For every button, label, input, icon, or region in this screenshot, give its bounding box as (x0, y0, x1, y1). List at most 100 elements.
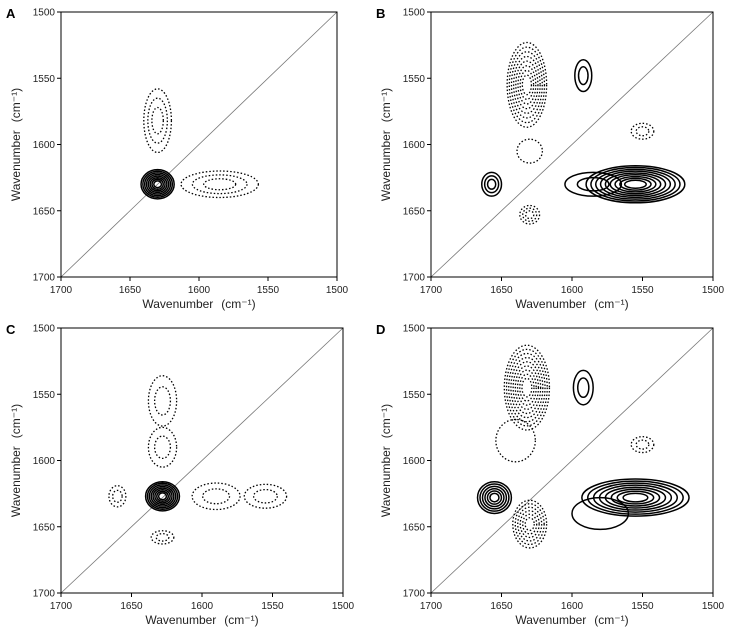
contour-level (147, 97, 169, 144)
x-tick-label: 1650 (490, 285, 513, 296)
contour-level (481, 485, 508, 510)
contour-level (476, 480, 513, 515)
contour-level (517, 65, 537, 105)
contour-level (143, 172, 172, 197)
contour-level (486, 178, 497, 190)
positive-peak (564, 171, 623, 197)
positive-peak (144, 480, 181, 512)
contour-level (610, 488, 661, 507)
contour-level (112, 489, 123, 503)
negative-peak (630, 435, 655, 454)
x-axis-title: Wavenumber (cm⁻¹) (515, 297, 628, 311)
diagonal-line (60, 327, 344, 594)
contour-level (484, 487, 505, 508)
x-tick-label: 1550 (261, 601, 284, 612)
contour-level (587, 480, 684, 515)
panel-letter: A (6, 6, 16, 21)
contour-level (623, 179, 647, 190)
contour-level (483, 175, 500, 194)
y-tick-label: 1650 (403, 206, 426, 217)
contour-level (510, 357, 544, 419)
negative-peak (630, 122, 655, 140)
contour-level (630, 122, 655, 140)
diagonal-line (430, 327, 714, 594)
contour-level (577, 377, 590, 399)
negative-peak (108, 485, 127, 508)
y-tick-label: 1600 (403, 456, 426, 467)
contour-level (577, 65, 589, 86)
contour-level (508, 46, 546, 124)
x-tick-label: 1650 (120, 601, 143, 612)
contour-level (154, 488, 171, 504)
contour-level (524, 210, 535, 220)
contour-level (144, 480, 181, 512)
y-axis-title: Wavenumber (cm⁻¹) (379, 88, 393, 201)
contour-level (574, 58, 593, 93)
contour-level (604, 172, 667, 197)
contour-level (609, 174, 662, 195)
contour-level (147, 175, 168, 194)
contour-level (564, 171, 623, 197)
y-tick-label: 1550 (403, 74, 426, 85)
x-tick-label: 1550 (257, 285, 280, 296)
positive-peak (476, 480, 513, 515)
contour-level (513, 55, 541, 114)
contour-level (516, 138, 544, 164)
contour-level (152, 487, 173, 506)
y-tick-label: 1500 (33, 324, 56, 335)
contour-level (151, 106, 164, 135)
contour-level (203, 178, 237, 191)
x-tick-label: 1700 (50, 285, 73, 296)
contour-level (156, 490, 170, 502)
x-axis-title: Wavenumber (cm⁻¹) (145, 613, 258, 627)
contour-level (503, 344, 551, 431)
negative-peak (147, 375, 178, 427)
contour-level (140, 168, 175, 200)
y-axis-label: Wavenumber (379, 446, 393, 517)
contour-level (585, 164, 686, 204)
contour-level (616, 490, 655, 505)
y-tick-label: 1650 (33, 522, 56, 533)
contour-level (150, 485, 175, 507)
contour-level (519, 373, 535, 402)
x-tick-label: 1600 (191, 601, 214, 612)
y-axis-label: Wavenumber (379, 130, 393, 201)
negative-peak (180, 170, 259, 199)
contour-level (489, 492, 500, 503)
contour-level (595, 168, 676, 200)
contour-level (517, 506, 543, 542)
negative-peak (150, 530, 175, 545)
contour-level (622, 492, 649, 503)
contour-level (521, 74, 533, 96)
y-axis-unit: (cm⁻¹) (379, 88, 393, 122)
y-tick-label: 1600 (403, 140, 426, 151)
negative-peak (519, 204, 541, 225)
contour-level (495, 418, 536, 463)
contour-level (505, 348, 548, 427)
y-tick-label: 1550 (33, 390, 56, 401)
contour-level (252, 488, 278, 504)
contour-level (145, 173, 170, 195)
contour-level (522, 513, 538, 535)
positive-peak (571, 496, 630, 531)
x-tick-label: 1650 (119, 285, 142, 296)
diagonal-line (60, 11, 338, 278)
x-tick-label: 1700 (420, 285, 443, 296)
y-tick-label: 1650 (403, 522, 426, 533)
positive-peak (574, 58, 593, 93)
y-axis-label: Wavenumber (9, 446, 23, 517)
y-tick-label: 1500 (33, 8, 56, 19)
positive-peak (481, 171, 503, 197)
x-axis-unit: (cm⁻¹) (594, 297, 628, 311)
y-axis-title: Wavenumber (cm⁻¹) (9, 88, 23, 201)
contour-level (180, 170, 259, 199)
y-axis-unit: (cm⁻¹) (9, 404, 23, 438)
contour-level (571, 496, 630, 531)
positive-peak (585, 164, 686, 204)
x-tick-label: 1700 (50, 601, 73, 612)
y-tick-label: 1550 (403, 390, 426, 401)
contour-level (590, 166, 681, 202)
